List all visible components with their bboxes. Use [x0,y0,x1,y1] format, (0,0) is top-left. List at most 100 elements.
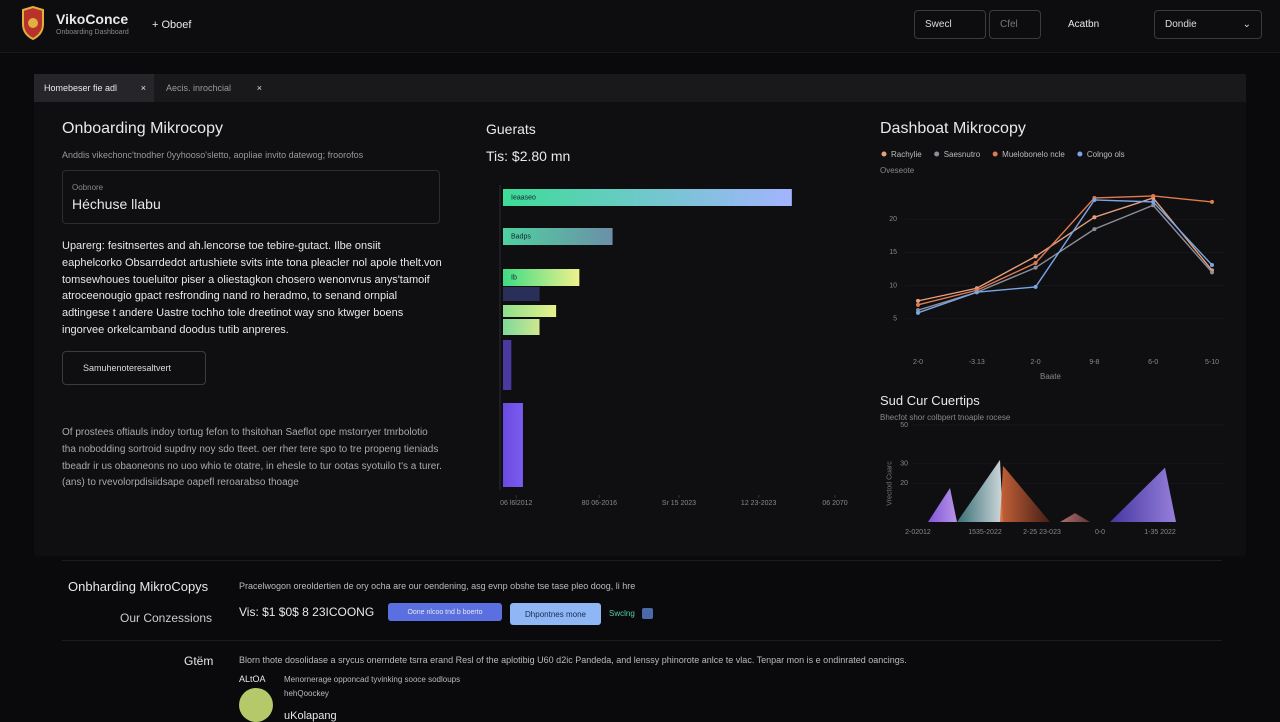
panel-total: Tis: $2.80 mn [486,148,571,164]
point [1033,284,1038,289]
x-tick-label: 9-8 [1089,359,1099,366]
y-tick-label: 5 [893,316,897,323]
x-tick-label: 5-10 [1205,359,1219,366]
legend-label: Colngo ols [1087,150,1125,159]
search-button[interactable]: Swecl [914,10,986,39]
point [1210,263,1214,268]
point [916,302,920,307]
secondary-button[interactable]: Dhpontnes mone [510,603,601,625]
point [1033,265,1038,270]
item-text: Blorn thote dosolidase a srycus onerndet… [239,655,907,665]
panel-title: Dashboat Mikrocopy [880,120,1026,137]
action-button[interactable]: Samuhenoteresaltvert [62,351,206,385]
button-label: Samuhenoteresaltvert [83,363,172,373]
panel-subtitle: Bhecfot shor colbpert tnoaple rocese [880,413,1011,422]
y-tick-label: 30 [900,461,908,468]
divider [62,560,1222,561]
legend-label: Rachylie [891,150,922,159]
x-tick-label: 2-02012 [905,529,931,536]
user-tag: ALtOA [239,674,266,684]
bar-label: Ieaaseo [511,194,536,201]
dropdown-label: Dondie [1165,19,1197,30]
x-tick-label: 06 2070 [822,500,847,507]
tab[interactable]: Homebeser fie adl × [34,74,154,102]
divider [62,640,1222,641]
bar [503,228,613,245]
point [1210,199,1214,204]
price: Vis: $1 $0$ 8 23ICOONG [239,605,375,619]
y-tick-label: 20 [889,216,897,223]
bar-label: Ib [511,274,517,281]
point [1151,199,1156,204]
bar [503,403,523,487]
point [1092,197,1097,202]
area [1110,467,1176,522]
dropdown[interactable]: Dondie ⌄ [1154,10,1262,39]
avatar [239,688,273,722]
bar [503,319,540,335]
y-tick-label: 10 [889,282,897,289]
bottom-title: Onbharding MikroCopys [68,579,209,594]
point [916,310,920,315]
header [0,0,1280,53]
button-label: Dhpontnes mone [525,609,586,619]
x-tick-label: Sr 15 2023 [662,500,696,507]
line [917,199,1213,314]
section-title: Onboarding Mikrocopy [62,120,223,137]
point [1210,270,1214,275]
area [957,459,1003,522]
chevron: ⌄ [1242,19,1251,30]
user-name: uKolapang [284,710,337,722]
point [1151,203,1156,208]
tagline: Onboarding Dashboard [56,29,129,36]
bar-label: Badps [511,233,531,240]
user-role: hehQoockey [284,689,329,698]
bar [503,340,512,390]
tab-bar [34,74,1246,102]
user-text: Menornerage opponcad tyvinking sooce sod… [284,675,461,684]
item-label: Gtëm [184,654,214,668]
point [1092,227,1097,232]
filter-button[interactable]: Cfel [989,10,1041,39]
input-field[interactable] [62,170,440,224]
x-tick-label: 6-0 [1148,359,1158,366]
paragraph: Uparerg: fesitnsertes and ah.lencorse to… [62,240,442,336]
section-subtitle: Anddis vikechonc'tnodher 0yyhooso'sletto… [62,150,364,160]
legend-marker [992,151,998,157]
x-tick-label: 2-0 [1031,359,1041,366]
panel-title: Guerats [486,121,536,137]
area [1000,465,1050,522]
tab-close[interactable]: × [256,83,262,93]
bar [503,269,580,286]
x-tick-label: 1535-2022 [968,529,1002,536]
primary-button[interactable]: Oone nlcoo tnd b boerto [388,603,502,621]
legend-marker [881,151,887,157]
tab-close[interactable]: × [140,83,146,93]
brand: VikoConce [56,11,129,27]
point [1151,193,1156,198]
area [1060,513,1090,522]
action-link[interactable]: Acatbn [1068,19,1100,30]
filter-label: Cfel [1000,19,1018,30]
button-label: Oone nlcoo tnd b boerto [407,608,483,616]
bar [503,305,557,317]
y-tick-label: 20 [900,480,908,487]
legend-label: Muelobonelo ncle [1002,150,1065,159]
new-button[interactable]: + Oboef [152,19,192,31]
x-tick-label: 1-35 2022 [1144,529,1176,536]
bar [503,287,540,301]
x-tick-label: 2-25 23-023 [1023,529,1061,536]
legend-label: Saesnutro [944,150,981,159]
line [917,197,1213,302]
logo [22,6,44,40]
x-axis-label: Baate [1040,372,1061,381]
point [1092,215,1097,220]
x-tick-label: 12 23-2023 [741,500,777,507]
status: Swclng [609,609,635,618]
x-tick-label: 0-0 [1095,529,1105,536]
tab-label: Aecis. inrochcial [166,83,232,93]
tab[interactable]: Aecis. inrochcial × [156,74,270,102]
